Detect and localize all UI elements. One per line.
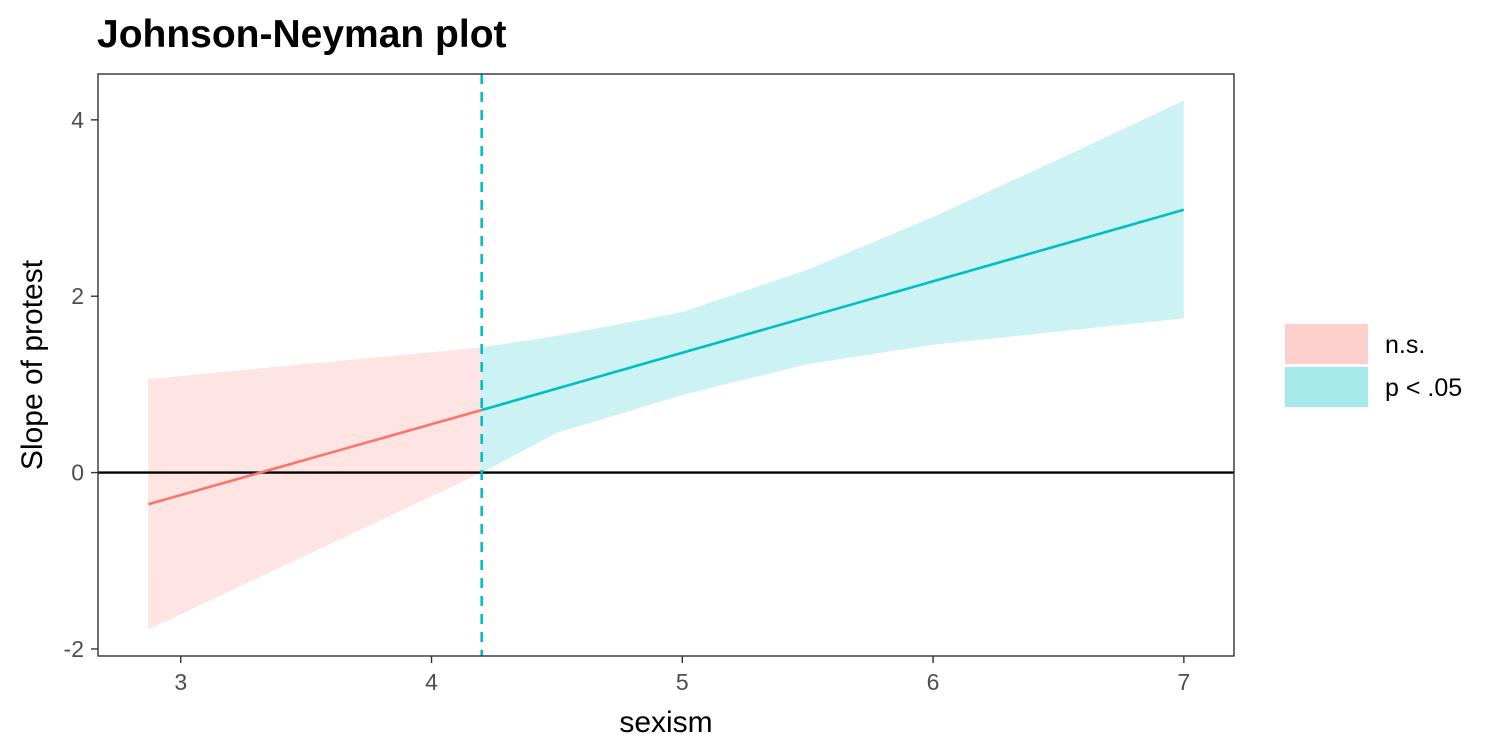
confidence-band-significant xyxy=(481,100,1184,473)
confidence-bands xyxy=(148,100,1184,630)
y-tick-label: -2 xyxy=(64,636,84,662)
x-axis: 3 4 5 6 7 xyxy=(174,656,1190,695)
legend-key-significant xyxy=(1285,367,1368,407)
legend: n.s. p < .05 xyxy=(1285,324,1462,407)
x-axis-title: sexism xyxy=(619,706,712,739)
legend-label-significant: p < .05 xyxy=(1385,374,1462,402)
legend-label-ns: n.s. xyxy=(1385,331,1425,359)
chart-title: Johnson-Neyman plot xyxy=(97,13,507,56)
y-tick-label: 4 xyxy=(71,107,84,133)
confidence-band-ns xyxy=(148,347,482,630)
x-tick-label: 3 xyxy=(174,669,187,695)
slope-line-ns xyxy=(147,408,483,506)
y-axis: -2 0 2 4 xyxy=(64,107,98,662)
y-tick-label: 0 xyxy=(71,460,84,486)
x-tick-label: 7 xyxy=(1177,669,1190,695)
slope-lines xyxy=(147,208,1185,506)
slope-line-significant xyxy=(481,208,1185,412)
panel-border xyxy=(97,73,1235,657)
y-tick-label: 2 xyxy=(71,283,84,309)
x-tick-label: 4 xyxy=(425,669,438,695)
legend-key-ns xyxy=(1285,324,1368,364)
x-tick-label: 5 xyxy=(676,669,689,695)
x-tick-label: 6 xyxy=(927,669,940,695)
y-axis-title: Slope of protest xyxy=(16,259,49,470)
